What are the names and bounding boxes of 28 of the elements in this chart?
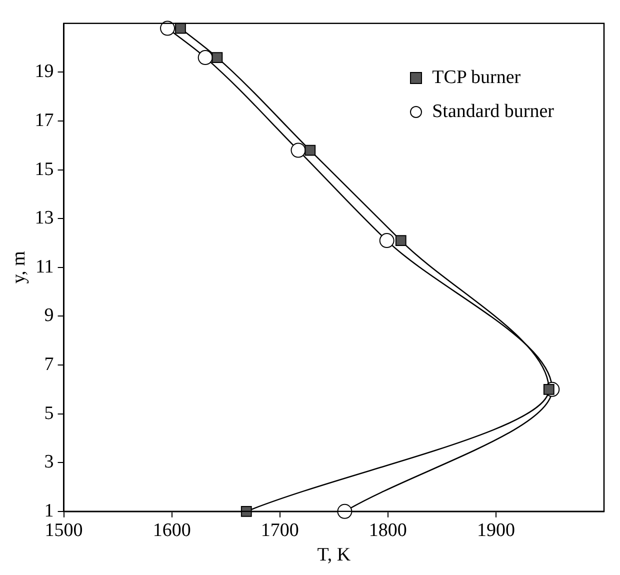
y-tick-label: 15	[34, 158, 54, 180]
point	[395, 235, 406, 246]
point	[379, 233, 394, 248]
x-tick-label: 1600	[152, 520, 191, 541]
y-tick-label: 3	[44, 452, 54, 473]
legend-label: Standard burner	[432, 100, 554, 124]
y-axis-title: y, m	[8, 250, 30, 284]
legend-label: TCP burner	[432, 66, 521, 90]
y-tick-label: 9	[44, 305, 54, 326]
y-tick-label: 17	[34, 110, 54, 131]
point	[160, 20, 176, 36]
point	[212, 52, 223, 64]
point	[304, 144, 316, 156]
point	[290, 142, 306, 158]
y-tick-label: 19	[34, 61, 54, 82]
y-tick-label: 11	[36, 256, 54, 278]
y-tick-label: 5	[44, 402, 54, 424]
point	[198, 50, 213, 66]
point	[240, 506, 252, 517]
y-tick-label: 13	[34, 208, 54, 229]
x-tick-label: 1900	[476, 520, 515, 541]
y-tick-label: 7	[44, 354, 54, 375]
x-axis-title: T, K	[317, 544, 351, 566]
x-tick-label: 1500	[44, 520, 83, 541]
point	[337, 504, 352, 519]
x-tick-label: 1800	[368, 520, 407, 541]
y-tick-label: 1	[44, 500, 54, 522]
x-tick-label: 1700	[260, 520, 299, 541]
